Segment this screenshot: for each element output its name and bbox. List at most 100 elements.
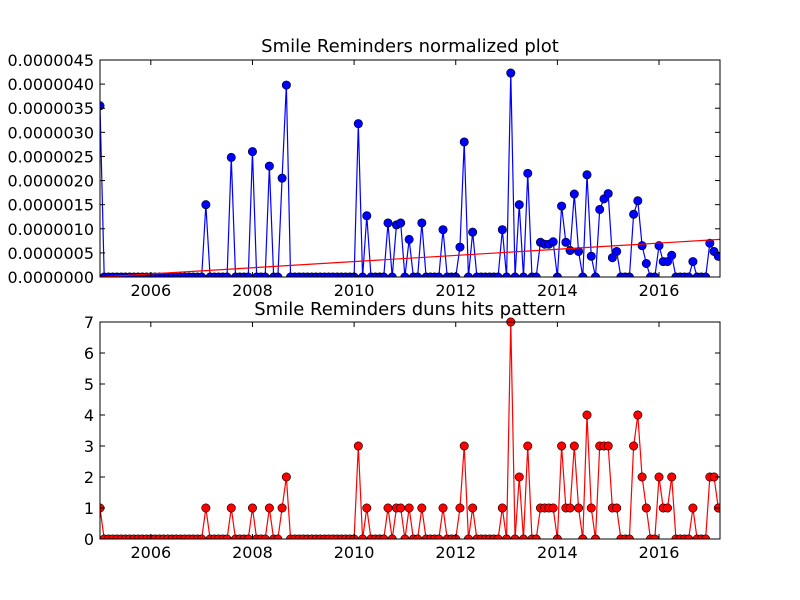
data-point xyxy=(226,152,236,162)
x-tick-label: 2008 xyxy=(232,543,273,562)
y-tick-label: 0.0000000 xyxy=(7,268,94,287)
trend-line-path xyxy=(100,238,720,277)
data-point xyxy=(438,503,448,513)
axes-frame xyxy=(99,321,721,540)
data-point xyxy=(353,119,363,129)
data-point xyxy=(586,503,596,513)
data-point xyxy=(281,472,291,482)
data-point xyxy=(641,258,651,268)
data-point xyxy=(595,204,605,214)
data-point xyxy=(548,237,558,247)
data-point xyxy=(514,200,524,210)
data-point xyxy=(404,503,414,513)
y-tick-label: 0 xyxy=(84,530,94,549)
x-tick-label: 2012 xyxy=(435,543,476,562)
data-point xyxy=(497,503,507,513)
data-point xyxy=(523,441,533,451)
y-tick-label: 7 xyxy=(84,313,94,332)
data-point xyxy=(383,218,393,228)
data-point xyxy=(662,503,672,513)
data-point xyxy=(629,441,639,451)
data-point xyxy=(459,137,469,147)
data-point xyxy=(455,242,465,252)
data-point xyxy=(603,189,613,199)
y-tick-label: 0.0000045 xyxy=(7,51,94,70)
x-tick-label: 2016 xyxy=(639,543,680,562)
data-point xyxy=(468,227,478,237)
data-point xyxy=(514,472,524,482)
data-point xyxy=(523,168,533,178)
x-tick-label: 2010 xyxy=(334,281,375,300)
data-point xyxy=(582,410,592,420)
data-point xyxy=(362,503,372,513)
trend-line xyxy=(100,238,720,277)
data-point xyxy=(226,503,236,513)
data-point xyxy=(455,503,465,513)
y-tick-label: 0.0000010 xyxy=(7,220,94,239)
data-point xyxy=(557,201,567,211)
data-point xyxy=(641,503,651,513)
data-point xyxy=(383,503,393,513)
x-tick-label: 2014 xyxy=(537,281,578,300)
data-point xyxy=(637,472,647,482)
y-tick-label: 4 xyxy=(84,406,94,425)
data-point xyxy=(557,441,567,451)
data-point xyxy=(574,503,584,513)
data-point xyxy=(667,472,677,482)
data-point xyxy=(247,503,257,513)
data-point xyxy=(654,472,664,482)
data-point xyxy=(362,211,372,221)
data-point xyxy=(629,209,639,219)
y-tick-label: 0.0000040 xyxy=(7,75,94,94)
y-tick-label: 0.0000025 xyxy=(7,147,94,166)
x-tick-label: 2014 xyxy=(537,543,578,562)
data-point xyxy=(565,503,575,513)
duns-hits-pattern-chart: Smile Reminders duns hits pattern 2006 20… xyxy=(84,299,721,562)
x-tick-label: 2012 xyxy=(435,281,476,300)
data-point xyxy=(396,503,406,513)
data-point xyxy=(396,218,406,228)
data-point xyxy=(662,257,672,267)
x-tick-label: 2006 xyxy=(130,543,171,562)
data-point xyxy=(633,410,643,420)
data-point xyxy=(612,503,622,513)
data-point xyxy=(201,503,211,513)
data-point xyxy=(667,250,677,260)
data-point xyxy=(417,218,427,228)
chart-title: Smile Reminders normalized plot xyxy=(261,36,559,57)
data-point xyxy=(569,189,579,199)
x-tick-label: 2008 xyxy=(232,281,273,300)
data-point xyxy=(277,503,287,513)
chart-title: Smile Reminders duns hits pattern xyxy=(254,299,566,320)
data-point xyxy=(633,196,643,206)
data-point xyxy=(688,503,698,513)
y-tick-label: 0.0000015 xyxy=(7,196,94,215)
x-tick-label: 2016 xyxy=(639,281,680,300)
y-tick-label: 1 xyxy=(84,499,94,518)
y-tick-label: 2 xyxy=(84,468,94,487)
data-point xyxy=(201,200,211,210)
data-point xyxy=(607,253,617,263)
data-point xyxy=(353,441,363,451)
y-tick-label: 0.0000030 xyxy=(7,123,94,142)
y-tick-label: 0.0000005 xyxy=(7,244,94,263)
data-point xyxy=(569,441,579,451)
data-point xyxy=(565,245,575,255)
data-point xyxy=(688,257,698,267)
x-tick-label: 2010 xyxy=(334,543,375,562)
data-point xyxy=(603,441,613,451)
x-tick-label: 2006 xyxy=(130,281,171,300)
data-point xyxy=(459,441,469,451)
data-point xyxy=(548,503,558,513)
y-tick-label: 5 xyxy=(84,375,94,394)
y-tick-label: 0.0000035 xyxy=(7,99,94,118)
data-point xyxy=(281,80,291,90)
axes-frame xyxy=(99,59,721,278)
data-point xyxy=(582,170,592,180)
data-point xyxy=(404,234,414,244)
data-point xyxy=(574,246,584,256)
y-tick-label: 0.0000020 xyxy=(7,172,94,191)
data-point xyxy=(264,161,274,171)
data-series xyxy=(100,317,720,539)
